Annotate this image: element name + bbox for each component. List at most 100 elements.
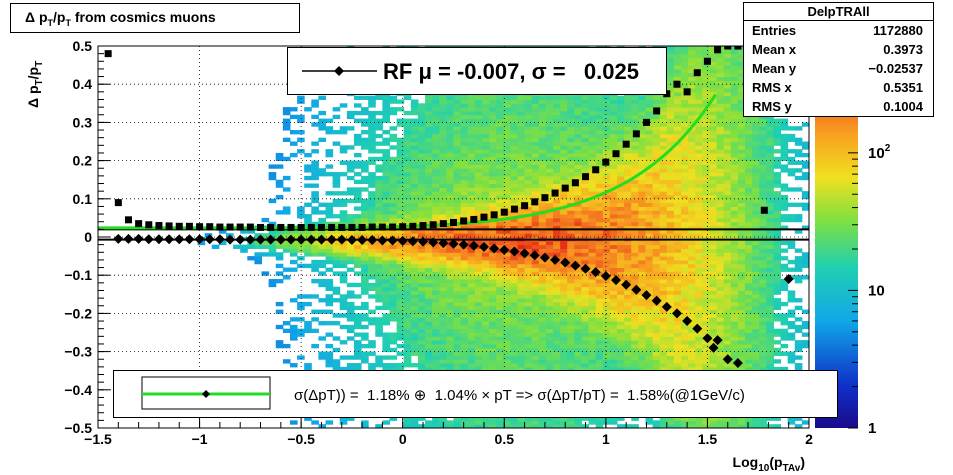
heatmap-cell [681, 122, 689, 127]
heatmap-cell [332, 183, 341, 188]
heatmap-cell [439, 149, 447, 154]
heatmap-cell [681, 248, 689, 253]
heatmap-cell [595, 225, 604, 230]
heatmap-cell [602, 343, 611, 349]
heatmap-cell [609, 343, 618, 349]
heatmap-cell [553, 107, 561, 112]
heatmap-cell [567, 321, 575, 326]
heatmap-cell [467, 164, 476, 169]
heatmap-cell [595, 332, 604, 337]
heatmap-cell [289, 259, 298, 265]
heatmap-cell [681, 271, 689, 276]
heatmap-cell [695, 80, 703, 85]
heatmap-cell [659, 103, 668, 108]
heatmap-cell [375, 286, 383, 291]
heatmap-cell [481, 172, 490, 177]
heatmap-cell [574, 244, 582, 249]
heatmap-cell [617, 122, 625, 127]
heatmap-cell [588, 256, 597, 261]
heatmap-cell [382, 298, 391, 303]
heatmap-cell [318, 244, 327, 249]
heatmap-cell [652, 175, 661, 181]
heatmap-cell [467, 149, 476, 154]
heatmap-cell [553, 152, 561, 158]
heatmap-cell [524, 271, 533, 276]
heatmap-cell [496, 118, 504, 123]
heatmap-cell [595, 118, 604, 123]
heatmap-cell [410, 252, 419, 257]
heatmap-cell [545, 359, 554, 364]
heatmap-cell [496, 110, 504, 116]
heatmap-cell [425, 99, 433, 104]
heatmap-cell [325, 214, 334, 219]
heatmap-cell [474, 343, 483, 349]
heatmap-cell [595, 214, 604, 219]
heatmap-cell [375, 279, 383, 284]
heatmap-cell [581, 363, 590, 368]
heatmap-cell [624, 424, 632, 428]
heatmap-cell [289, 248, 298, 253]
heatmap-cell [545, 126, 554, 131]
heatmap-cell [417, 332, 426, 337]
heatmap-cell [695, 286, 703, 291]
heatmap-cell [688, 313, 696, 318]
heatmap-cell [375, 363, 383, 368]
heatmap-cell [673, 244, 682, 249]
heatmap-cell [652, 332, 661, 337]
heatmap-cell [609, 114, 618, 120]
heatmap-cell [602, 244, 611, 249]
heatmap-cell [524, 202, 533, 207]
heatmap-cell [581, 130, 590, 135]
heatmap-cell [403, 95, 412, 100]
heatmap-cell [311, 240, 319, 246]
heatmap-cell [510, 305, 518, 311]
heatmap-cell [567, 271, 575, 276]
heatmap-cell [389, 305, 398, 311]
heatmap-cell [489, 301, 497, 307]
heatmap-cell [602, 118, 611, 123]
heatmap-cell [453, 183, 462, 188]
heatmap-cell [382, 363, 391, 368]
heatmap-cell [446, 294, 454, 299]
heatmap-cell [560, 248, 568, 253]
heatmap-cell [574, 359, 582, 364]
heatmap-cell [681, 164, 689, 169]
heatmap-cell [531, 363, 540, 368]
heatmap-cell [403, 313, 412, 318]
heatmap-cell [588, 145, 597, 150]
heatmap-cell [631, 99, 639, 104]
heatmap-cell [368, 282, 376, 288]
heatmap-cell [425, 114, 433, 120]
heatmap-cell [425, 420, 433, 425]
heatmap-cell [304, 175, 312, 181]
heatmap-cell [673, 233, 682, 238]
heatmap-cell [353, 164, 362, 169]
heatmap-cell [588, 210, 597, 215]
heatmap-cell [666, 416, 675, 421]
heatmap-cell [410, 248, 419, 253]
heatmap-cell [609, 363, 618, 368]
heatmap-cell [496, 351, 504, 356]
heatmap-cell [432, 99, 440, 104]
heatmap-cell [318, 259, 327, 265]
heatmap-cell [652, 420, 661, 425]
heatmap-cell [339, 130, 348, 135]
heatmap-cell [666, 301, 675, 307]
heatmap-cell [695, 340, 703, 345]
heatmap-cell [567, 328, 575, 333]
heatmap-cell [617, 202, 625, 207]
heatmap-cell [503, 424, 511, 428]
heatmap-cell [489, 172, 497, 177]
heatmap-cell [517, 271, 526, 276]
heatmap-cell [688, 88, 696, 93]
heatmap-cell [560, 221, 568, 227]
heatmap-cell [581, 217, 590, 223]
heatmap-cell [631, 324, 639, 330]
heatmap-cell [247, 244, 255, 249]
heatmap-cell [474, 149, 483, 154]
heatmap-cell [624, 275, 632, 280]
heatmap-cell [453, 210, 462, 215]
heatmap-cell [545, 191, 554, 196]
heatmap-cell [638, 168, 646, 173]
heatmap-cell [481, 336, 490, 341]
